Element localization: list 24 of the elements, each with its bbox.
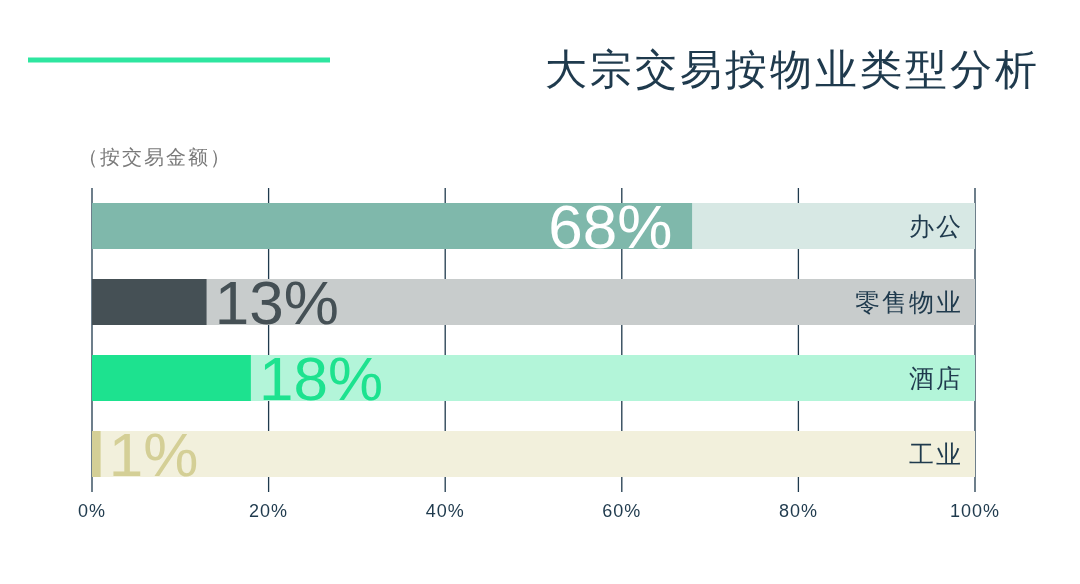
x-tick-label: 60% bbox=[602, 501, 642, 521]
bar bbox=[92, 355, 251, 401]
data-label: 18% bbox=[258, 344, 384, 413]
data-label: 68% bbox=[548, 192, 673, 261]
data-label: 1% bbox=[108, 420, 199, 489]
x-tick-label: 40% bbox=[425, 501, 465, 521]
bar bbox=[250, 355, 975, 401]
data-label: 13% bbox=[214, 268, 339, 337]
y-tick-label: 工业 bbox=[909, 440, 963, 468]
bar bbox=[100, 431, 975, 477]
x-tick-label: 20% bbox=[249, 501, 289, 521]
y-tick-label: 办公 bbox=[909, 212, 963, 240]
y-tick-label: 零售物业 bbox=[855, 288, 963, 316]
x-tick-label: 100% bbox=[949, 501, 1001, 521]
y-tick-label: 酒店 bbox=[909, 364, 963, 392]
bar bbox=[206, 279, 975, 325]
chart-subtitle: （按交易金额） bbox=[78, 146, 232, 168]
bar bbox=[692, 203, 975, 249]
bar bbox=[92, 203, 693, 249]
bar bbox=[92, 431, 101, 477]
x-tick-label: 80% bbox=[778, 501, 818, 521]
x-tick-label: 0% bbox=[77, 501, 107, 521]
chart-title: 大宗交易按物业类型分析 bbox=[545, 46, 1040, 93]
bar bbox=[92, 279, 207, 325]
